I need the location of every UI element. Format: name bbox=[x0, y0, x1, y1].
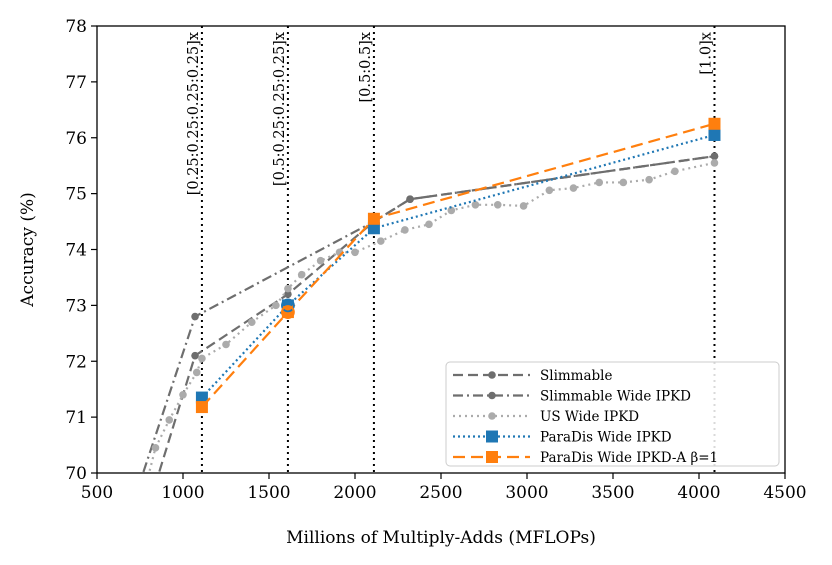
data-point bbox=[151, 444, 160, 452]
x-tick-label: 3000 bbox=[505, 483, 548, 503]
legend-box bbox=[445, 361, 780, 467]
data-point bbox=[425, 220, 433, 229]
reference-lines: [0.25:0.25:0.25:0.25]x [0.5:0.25:0.25:0.2… bbox=[186, 26, 716, 473]
data-point bbox=[367, 212, 380, 225]
data-point bbox=[367, 222, 380, 235]
series-line bbox=[147, 161, 715, 473]
tick-group: 500 1000 1500 2000 2500 3000 3500 4000 4500 70 71 7… bbox=[65, 17, 806, 503]
x-tick-label: 4000 bbox=[677, 483, 720, 503]
legend-label: ParaDis Wide IPKD bbox=[540, 430, 672, 446]
data-point bbox=[619, 178, 628, 187]
data-point bbox=[708, 117, 721, 130]
y-tick-label: 71 bbox=[65, 408, 87, 428]
legend-marker bbox=[488, 412, 496, 420]
x-tick-label: 2500 bbox=[419, 483, 462, 503]
x-tick-label: 3500 bbox=[591, 483, 634, 503]
data-point bbox=[351, 248, 359, 257]
data-point bbox=[297, 270, 306, 279]
data-point bbox=[198, 354, 206, 363]
data-point bbox=[138, 525, 146, 533]
data-point bbox=[645, 175, 653, 184]
data-point bbox=[195, 401, 208, 414]
data-point bbox=[121, 525, 129, 533]
highlight-marker-orange bbox=[281, 305, 295, 319]
vertical-line-label: [0.5:0.5]x bbox=[358, 32, 374, 103]
y-tick-label: 73 bbox=[65, 296, 87, 316]
x-tick-label: 2000 bbox=[333, 483, 376, 503]
y-tick-label: 77 bbox=[65, 73, 87, 93]
highlight-markers bbox=[281, 298, 295, 319]
vertical-line-label: [0.25:0.25:0.25:0.25]x bbox=[186, 32, 202, 195]
data-point bbox=[179, 390, 187, 399]
x-axis-title: Millions of Multiply-Adds (MFLOPs) bbox=[286, 528, 596, 548]
data-point bbox=[131, 525, 139, 533]
data-point bbox=[316, 256, 325, 265]
legend-label: US Wide IPKD bbox=[540, 409, 639, 425]
x-tick-label: 1000 bbox=[161, 483, 204, 503]
data-point bbox=[595, 178, 604, 187]
legend-marker bbox=[488, 371, 496, 379]
data-point bbox=[195, 391, 208, 404]
series-3 bbox=[131, 159, 719, 533]
y-axis-title: Accuracy (%) bbox=[18, 192, 38, 307]
data-point bbox=[671, 167, 679, 176]
data-point bbox=[471, 201, 480, 209]
legend-marker bbox=[488, 391, 496, 400]
data-point bbox=[192, 368, 201, 377]
x-tick-label: 1500 bbox=[247, 483, 290, 503]
data-point bbox=[710, 152, 719, 160]
legend: Slimmable Slimmable Wide IPKD US Wide IPKD… bbox=[445, 361, 780, 467]
legend-marker bbox=[486, 451, 498, 463]
series-2 bbox=[121, 152, 719, 533]
series-group bbox=[121, 117, 721, 533]
vertical-line-label: [1.0]x bbox=[698, 32, 714, 75]
data-point bbox=[284, 290, 292, 299]
x-tick-label: 4500 bbox=[763, 483, 806, 503]
y-tick-label: 74 bbox=[65, 241, 87, 261]
y-tick-label: 78 bbox=[65, 17, 87, 37]
data-point bbox=[447, 206, 456, 215]
legend-marker bbox=[486, 430, 498, 443]
data-point bbox=[493, 201, 502, 209]
y-tick-label: 72 bbox=[65, 352, 87, 372]
data-point bbox=[708, 128, 721, 141]
series-line bbox=[157, 155, 715, 473]
data-point bbox=[401, 226, 409, 234]
data-point bbox=[710, 159, 719, 167]
data-point bbox=[191, 351, 199, 360]
legend-label: Slimmable bbox=[540, 368, 612, 384]
data-point bbox=[569, 184, 578, 192]
data-point bbox=[519, 202, 528, 210]
series-line bbox=[201, 122, 715, 408]
data-point bbox=[406, 195, 414, 204]
data-point bbox=[222, 340, 230, 349]
y-tick-label: 75 bbox=[65, 185, 87, 205]
data-point bbox=[377, 237, 385, 245]
y-tick-label: 70 bbox=[65, 464, 87, 484]
data-point bbox=[248, 318, 256, 326]
data-point bbox=[284, 284, 292, 293]
data-point bbox=[545, 186, 554, 195]
x-tick-label: 500 bbox=[81, 483, 113, 503]
y-tick-label: 76 bbox=[65, 129, 87, 149]
highlight-marker-blue bbox=[281, 298, 295, 313]
data-point bbox=[191, 312, 199, 321]
data-point bbox=[165, 416, 174, 424]
vertical-line-label: [0.5:0.25:0.25:0.25]x bbox=[272, 32, 288, 186]
legend-label: Slimmable Wide IPKD bbox=[540, 389, 691, 405]
legend-label: ParaDis Wide IPKD-A β=1 bbox=[540, 450, 718, 466]
data-point bbox=[272, 301, 280, 310]
